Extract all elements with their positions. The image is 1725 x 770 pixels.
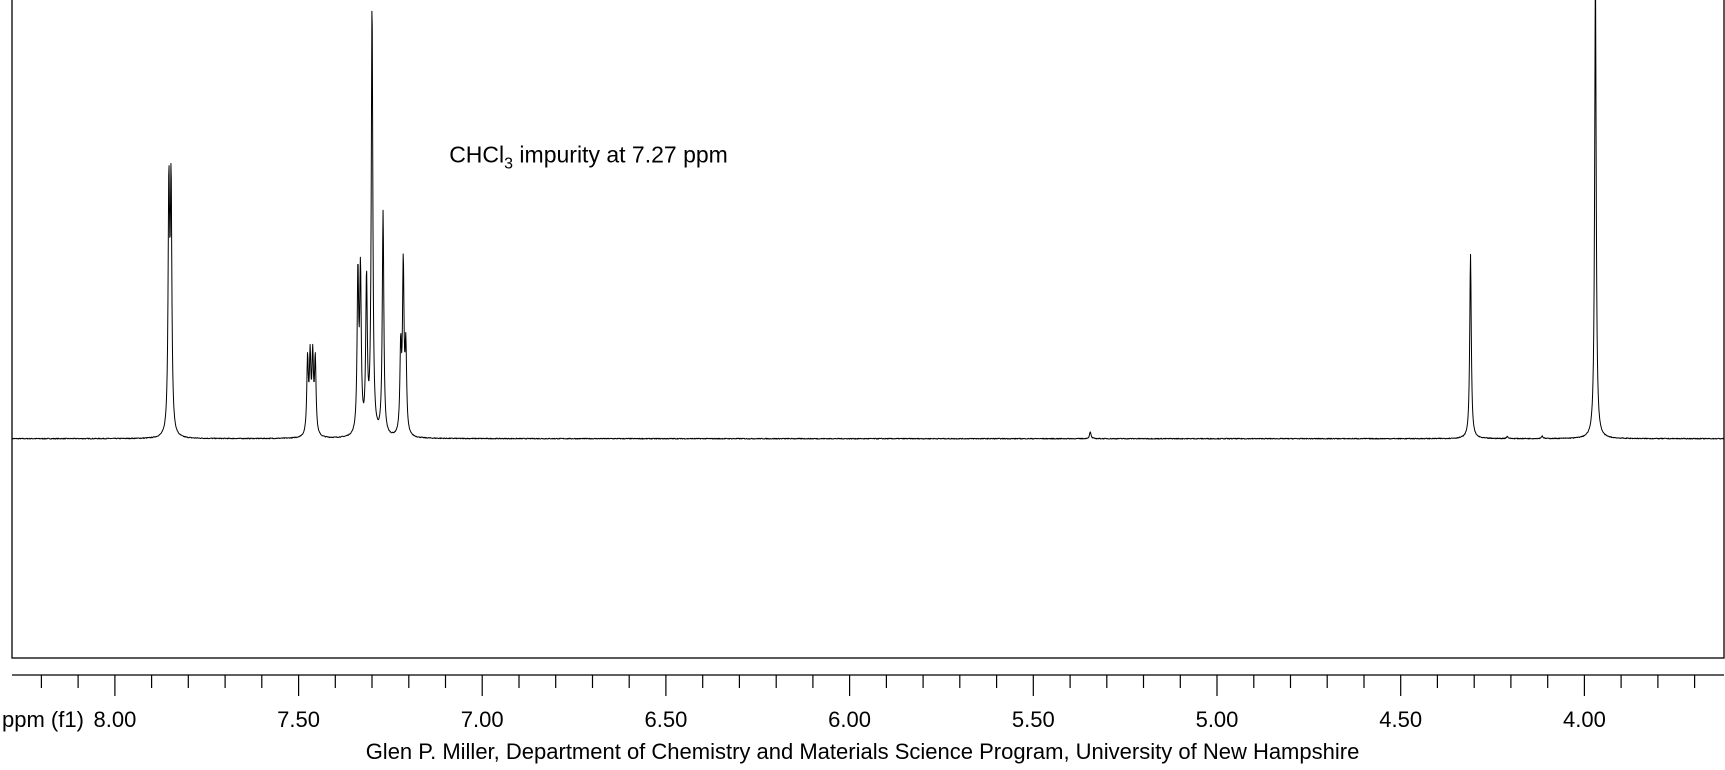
x-axis-label: ppm (f1): [2, 707, 84, 732]
x-tick-label: 7.00: [461, 707, 504, 732]
annotation-subscript: 3: [504, 155, 513, 172]
annotation-rest: impurity at 7.27 ppm: [513, 141, 728, 167]
x-axis-tick-labels: 8.00 7.50 7.00 6.50 6.00 5.50 5.00 4.50 4.00: [93, 707, 1605, 732]
x-tick-label: 6.00: [828, 707, 871, 732]
x-tick-label: 4.00: [1563, 707, 1606, 732]
chcl3-annotation: CHCl3 impurity at 7.27 ppm: [449, 141, 728, 172]
x-axis-ticks: [40, 675, 1696, 696]
x-tick-label: 8.00: [93, 707, 136, 732]
plot-frame: [11, 0, 1725, 659]
x-tick-label: 5.50: [1012, 707, 1055, 732]
credit-line: Glen P. Miller, Department of Chemistry …: [365, 739, 1360, 764]
spectrum-trace: [12, 0, 1724, 440]
x-tick-label: 4.50: [1379, 707, 1422, 732]
x-tick-label: 6.50: [644, 707, 687, 732]
annotation-main: CHCl: [449, 141, 504, 167]
x-tick-label: 7.50: [277, 707, 320, 732]
x-tick-label: 5.00: [1196, 707, 1239, 732]
